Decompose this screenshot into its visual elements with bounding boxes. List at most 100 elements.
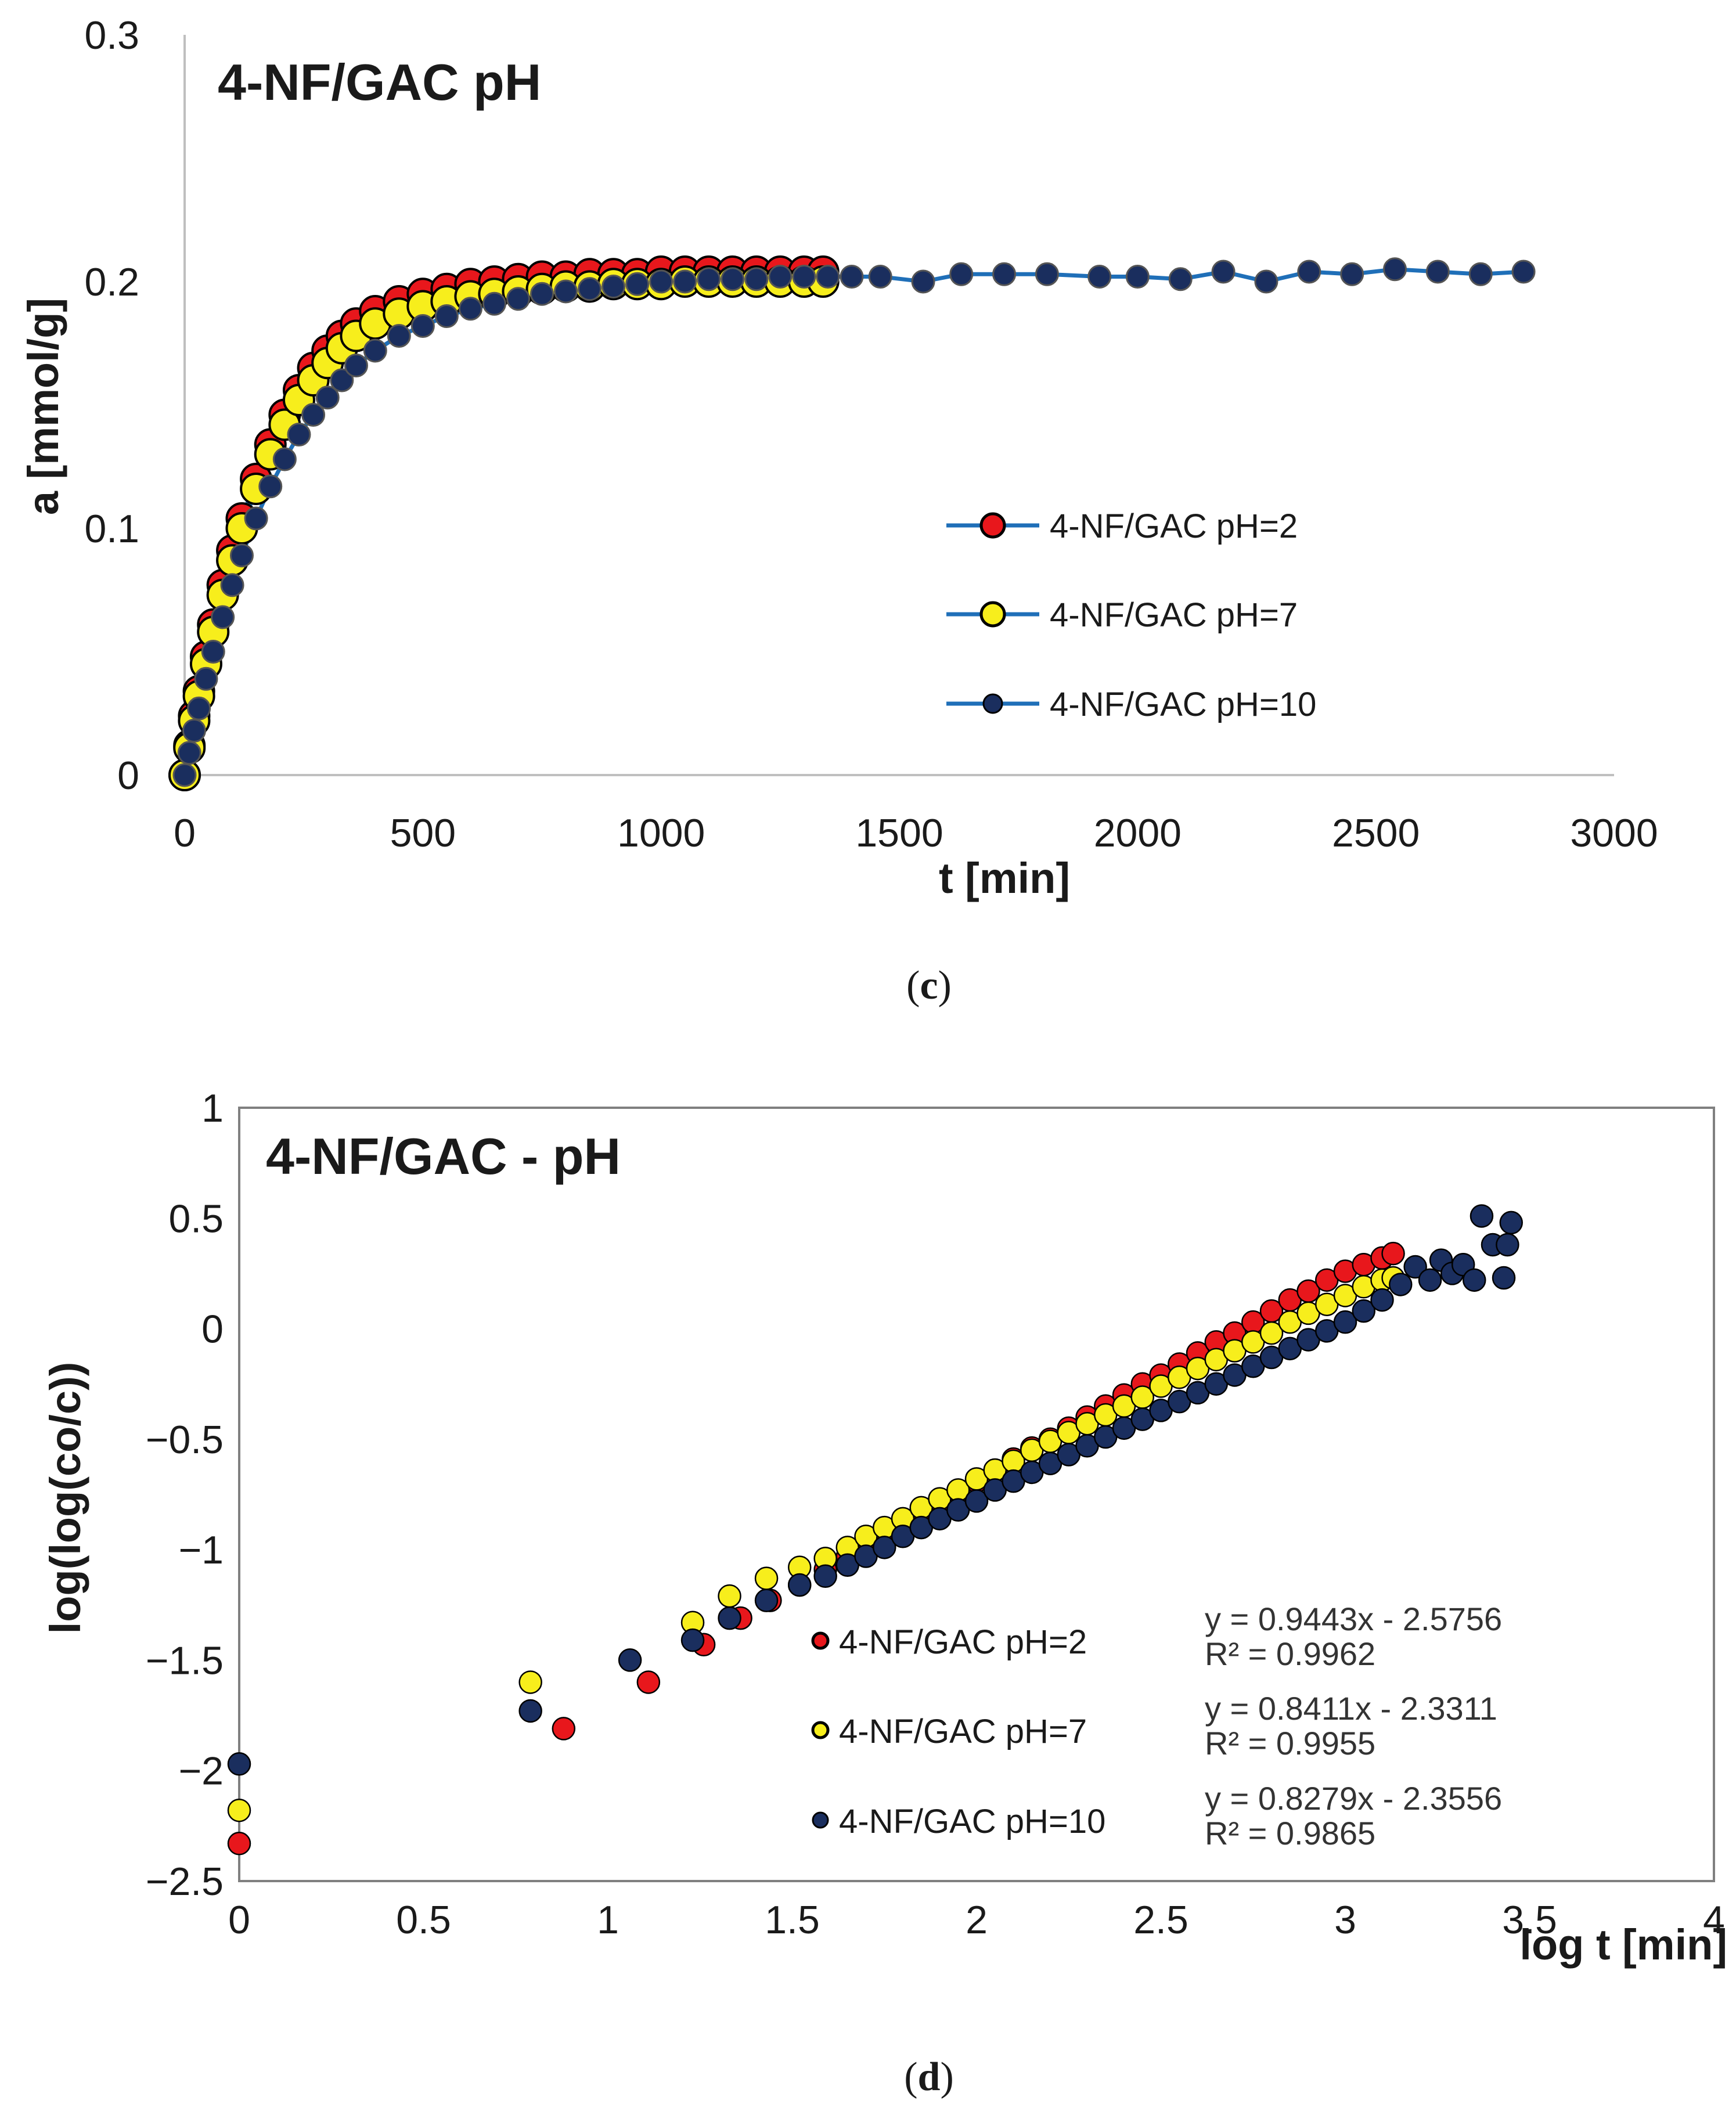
c-data-point xyxy=(187,696,211,720)
d-legend-label-ph10: 4-NF/GAC pH=10 xyxy=(839,1803,1105,1840)
chart-d: −2.5−2−1.5−1−0.500.51 0 0.5 1 1.5 2 2.5 3 3.5 4 … xyxy=(41,1086,1727,2099)
d-x-tick-label: 0 xyxy=(228,1898,250,1942)
d-data-point xyxy=(1333,1310,1357,1334)
c-data-point xyxy=(792,265,816,289)
c-chart-title: 4-NF/GAC pH xyxy=(218,53,541,111)
c-data-point xyxy=(1125,265,1150,289)
d-x-tick-label: 3 xyxy=(1334,1898,1356,1942)
d-chart-title: 4-NF/GAC - pH xyxy=(266,1127,621,1185)
c-data-point xyxy=(387,324,411,348)
d-x-tick-label: 1.5 xyxy=(765,1898,820,1942)
d-y-tick-label: −1 xyxy=(178,1528,224,1572)
c-data-point xyxy=(530,282,554,306)
c-y-tick-labels: 0 0.1 0.2 0.3 xyxy=(84,13,139,798)
d-y-tick-label: −2.5 xyxy=(146,1860,224,1904)
c-data-point xyxy=(1087,265,1112,289)
c-data-point xyxy=(315,386,340,410)
legend-marker-ph2 xyxy=(979,512,1006,539)
c-y-tick-label: 0.2 xyxy=(84,260,139,304)
c-x-tick-label: 2000 xyxy=(1094,811,1182,855)
c-x-axis-title: t [min] xyxy=(939,854,1070,902)
d-data-point xyxy=(1389,1273,1413,1296)
legend-marker-ph7 xyxy=(979,601,1006,628)
d-data-point xyxy=(1463,1268,1486,1292)
c-data-point xyxy=(840,265,864,289)
c-data-point xyxy=(330,368,354,392)
d-y-tick-label: 0 xyxy=(201,1307,224,1352)
legend-label-ph2: 4-NF/GAC pH=2 xyxy=(1050,507,1298,545)
c-data-point xyxy=(1168,267,1193,291)
c-data-point xyxy=(1468,262,1493,286)
d-x-tick-label: 1 xyxy=(597,1898,619,1942)
c-data-point xyxy=(301,403,326,427)
c-data-point xyxy=(1382,257,1407,282)
d-equation-ph2: y = 0.9443x - 2.5756 xyxy=(1205,1601,1502,1637)
c-data-point xyxy=(673,269,697,294)
c-series-line-1 xyxy=(182,279,823,776)
c-data-point xyxy=(410,314,435,338)
c-data-point xyxy=(1211,260,1236,284)
c-data-point xyxy=(194,666,218,691)
d-r2-ph2: R² = 0.9962 xyxy=(1205,1635,1375,1672)
c-x-tick-label: 1000 xyxy=(617,811,705,855)
d-data-point xyxy=(227,1752,251,1776)
c-data-point xyxy=(506,287,530,311)
d-y-tick-label: 1 xyxy=(201,1086,224,1130)
c-data-point xyxy=(1254,269,1278,294)
d-data-point xyxy=(873,1536,896,1559)
d-r2-ph7: R² = 0.9955 xyxy=(1205,1725,1375,1761)
d-data-point xyxy=(227,1798,251,1822)
c-data-point xyxy=(868,265,892,289)
c-data-point xyxy=(949,262,974,286)
c-data-point xyxy=(363,338,387,363)
d-data-point xyxy=(718,1584,741,1608)
c-data-point xyxy=(1511,260,1536,284)
c-x-tick-labels: 0 500 1000 1500 2000 2500 3000 xyxy=(174,811,1658,855)
c-data-point xyxy=(229,543,254,568)
caption-c: (c) xyxy=(906,963,952,1008)
d-data-point xyxy=(552,1717,576,1741)
c-data-point xyxy=(1340,262,1364,286)
c-data-point xyxy=(177,741,201,765)
d-y-tick-label: −1.5 xyxy=(146,1638,224,1683)
c-data-point xyxy=(258,474,283,499)
d-data-point xyxy=(964,1489,989,1513)
d-data-point xyxy=(1403,1255,1427,1279)
c-data-point xyxy=(816,265,840,289)
d-r2-ph10: R² = 0.9865 xyxy=(1205,1815,1375,1851)
c-x-tick-label: 500 xyxy=(390,811,456,855)
d-data-point xyxy=(1418,1268,1442,1292)
d-legend-marker-ph7 xyxy=(811,1721,830,1739)
caption-d-letter: d xyxy=(918,2055,941,2099)
c-data-point xyxy=(482,291,506,316)
c-data-point xyxy=(1297,260,1321,284)
c-data-point xyxy=(344,354,368,377)
caption-d: (d) xyxy=(904,2055,954,2099)
c-x-tick-label: 2500 xyxy=(1332,811,1420,855)
c-data-point xyxy=(992,262,1017,286)
c-data-point xyxy=(220,573,244,597)
legend-label-ph10: 4-NF/GAC pH=10 xyxy=(1050,686,1316,723)
d-legend-label-ph7: 4-NF/GAC pH=7 xyxy=(839,1713,1087,1750)
c-data-point xyxy=(182,719,206,743)
caption-c-letter: c xyxy=(920,963,938,1008)
c-series-line-0 xyxy=(182,269,823,776)
c-data-point xyxy=(1425,260,1450,284)
d-equation-ph7: y = 0.8411x - 2.3311 xyxy=(1205,1690,1497,1727)
d-y-tick-label: −0.5 xyxy=(146,1418,224,1462)
c-data-point xyxy=(554,279,578,304)
d-plot-frame xyxy=(238,1107,1715,1882)
c-data-point xyxy=(287,423,311,446)
c-data-point xyxy=(1035,262,1059,286)
d-data-point xyxy=(518,1670,542,1694)
c-y-axis-title: a [mmol/g] xyxy=(19,298,67,515)
d-data-point xyxy=(1492,1266,1516,1290)
c-data-point xyxy=(768,265,793,289)
d-y-tick-labels: −2.5 −2 −1.5 −1 −0.5 0 0.5 1 xyxy=(146,1086,224,1904)
d-data-point xyxy=(227,1832,251,1856)
d-legend-marker-ph10 xyxy=(812,1811,829,1829)
c-x-tick-label: 0 xyxy=(174,811,196,855)
d-data-point xyxy=(618,1648,642,1672)
d-data-point xyxy=(718,1606,741,1630)
